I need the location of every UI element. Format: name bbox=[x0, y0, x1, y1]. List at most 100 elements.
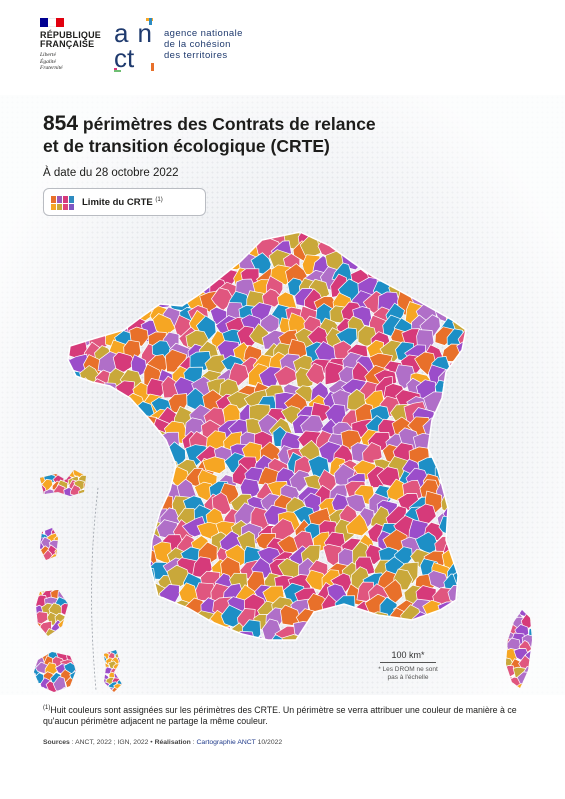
crte-perimeter bbox=[34, 686, 46, 692]
realisation-link[interactable]: Cartographie ANCT bbox=[196, 739, 256, 746]
legend-swatch-cell bbox=[57, 196, 62, 203]
crte-perimeter bbox=[102, 502, 123, 527]
crte-perimeter bbox=[335, 232, 359, 234]
crte-perimeter bbox=[92, 446, 114, 468]
crte-perimeter bbox=[330, 572, 353, 593]
rf-line-1: RÉPUBLIQUE bbox=[40, 30, 102, 40]
crte-perimeter bbox=[71, 306, 95, 327]
legend-label: Limite du CRTE (1) bbox=[82, 197, 163, 208]
crte-perimeter bbox=[441, 443, 465, 469]
metropole-outline bbox=[67, 231, 467, 641]
crte-perimeter bbox=[68, 529, 77, 553]
crte-perimeter bbox=[163, 605, 183, 630]
crte-perimeter bbox=[83, 545, 108, 563]
crte-perimeter bbox=[60, 686, 74, 692]
legend-swatch-cell bbox=[57, 203, 62, 210]
crte-perimeter bbox=[118, 482, 142, 506]
crte-perimeter bbox=[446, 275, 466, 296]
crte-perimeter bbox=[309, 636, 332, 640]
crte-perimeter bbox=[506, 622, 510, 637]
crte-perimeter bbox=[343, 606, 361, 630]
crte-perimeter bbox=[520, 613, 532, 629]
crte-perimeter bbox=[117, 256, 139, 274]
crte-perimeter bbox=[93, 419, 119, 443]
crte-perimeter bbox=[90, 464, 112, 487]
crte-perimeter bbox=[68, 687, 76, 692]
crte-perimeter bbox=[96, 294, 117, 317]
crte-perimeter bbox=[202, 456, 227, 474]
crte-perimeter bbox=[386, 232, 408, 250]
crte-perimeter bbox=[68, 436, 73, 458]
crte-perimeter bbox=[74, 407, 95, 433]
crte-perimeter bbox=[528, 625, 532, 640]
crte-perimeter bbox=[139, 241, 163, 266]
crte-perimeter bbox=[121, 239, 143, 262]
crte-perimeter bbox=[83, 493, 103, 517]
crte-perimeter bbox=[506, 610, 512, 621]
legend: Limite du CRTE (1) bbox=[43, 188, 206, 216]
crte-perimeter bbox=[434, 435, 457, 455]
crte-perimeter bbox=[68, 232, 77, 247]
crte-perimeter bbox=[128, 478, 153, 501]
crte-perimeter bbox=[427, 232, 451, 253]
crte-perimeter bbox=[406, 265, 430, 290]
crte-perimeter bbox=[398, 242, 417, 264]
realisation-date: 10/2022 bbox=[255, 739, 283, 746]
crte-perimeter bbox=[160, 254, 187, 277]
crte-perimeter bbox=[55, 627, 68, 636]
republique-francaise-logo: RÉPUBLIQUE FRANÇAISE Liberté Égalité Fra… bbox=[40, 18, 102, 72]
crte-perimeter bbox=[68, 313, 70, 336]
crte-perimeter bbox=[421, 240, 444, 261]
crte-perimeter bbox=[506, 634, 511, 649]
crte-perimeter bbox=[152, 614, 172, 637]
crte-perimeter bbox=[28, 537, 39, 548]
crte-perimeter bbox=[434, 409, 455, 430]
crte-perimeter bbox=[68, 315, 89, 339]
crte-perimeter bbox=[445, 232, 466, 254]
crte-perimeter bbox=[447, 407, 466, 431]
crte-perimeter bbox=[76, 294, 98, 314]
crte-perimeter bbox=[447, 462, 466, 481]
svg-text:ct: ct bbox=[114, 43, 135, 73]
crte-perimeter bbox=[104, 303, 121, 324]
crte-perimeter bbox=[72, 427, 91, 453]
crte-perimeter bbox=[436, 421, 460, 443]
motto-egalite: Égalité bbox=[40, 58, 56, 65]
crte-perimeter bbox=[190, 232, 214, 252]
crte-perimeter bbox=[86, 276, 110, 300]
crte-perimeter bbox=[461, 505, 466, 528]
crte-perimeter bbox=[119, 573, 145, 593]
crte-perimeter bbox=[439, 237, 459, 259]
crte-perimeter bbox=[451, 542, 466, 567]
crte-perimeter bbox=[455, 296, 466, 316]
crte-perimeter bbox=[186, 242, 208, 263]
crte-perimeter bbox=[44, 276, 64, 299]
crte-perimeter bbox=[73, 665, 76, 680]
crte-perimeter bbox=[110, 599, 134, 620]
crte-perimeter bbox=[105, 686, 114, 692]
crte-perimeter bbox=[97, 520, 115, 544]
crte-perimeter bbox=[68, 364, 73, 384]
crte-perimeter bbox=[103, 456, 129, 478]
crte-perimeter bbox=[80, 446, 102, 466]
crte-perimeter bbox=[34, 680, 40, 692]
crte-perimeter bbox=[21, 650, 32, 663]
crte-perimeter bbox=[85, 511, 106, 532]
crte-perimeter bbox=[61, 470, 73, 471]
crte-perimeter bbox=[397, 252, 421, 275]
sources: Sources : ANCT, 2022 ; IGN, 2022 • Réali… bbox=[43, 739, 282, 746]
crte-perimeter bbox=[110, 640, 117, 648]
crte-perimeter bbox=[492, 616, 506, 628]
crte-perimeter bbox=[465, 477, 466, 503]
crte-perimeter bbox=[506, 682, 509, 688]
crte-perimeter bbox=[462, 538, 466, 557]
crte-perimeter bbox=[181, 232, 201, 236]
crte-perimeter bbox=[127, 420, 147, 442]
crte-perimeter bbox=[133, 232, 157, 249]
crte-perimeter bbox=[308, 232, 328, 236]
crte-perimeter bbox=[337, 632, 363, 640]
crte-perimeter bbox=[40, 379, 60, 400]
crte-perimeter bbox=[461, 232, 466, 245]
crte-perimeter bbox=[46, 228, 64, 250]
crte-perimeter bbox=[81, 242, 102, 264]
